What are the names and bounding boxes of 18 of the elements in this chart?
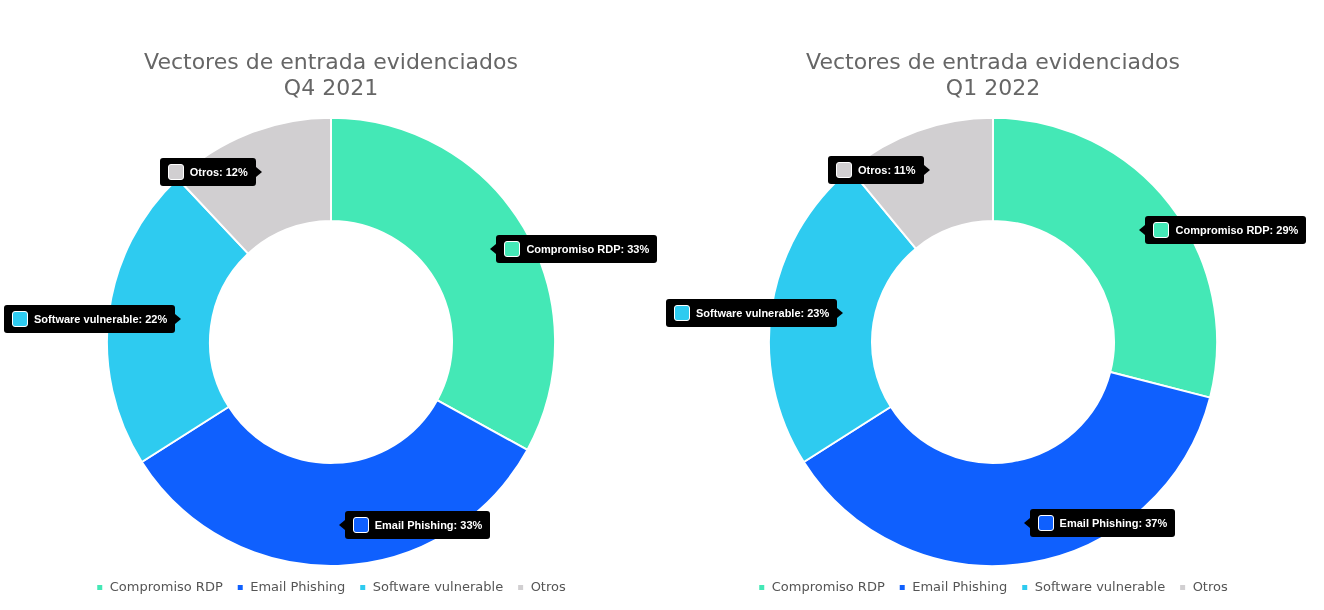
- data-label: Compromiso RDP: 33%: [526, 242, 650, 255]
- data-label: Otros: 12%: [189, 165, 248, 178]
- legend-label: Email Phishing: [250, 578, 346, 594]
- legend-label: Software vulnerable: [1034, 578, 1166, 594]
- data-label: Otros: 11%: [858, 163, 916, 176]
- data-label: Email Phishing: 37%: [1059, 516, 1168, 529]
- data-label: Compromiso RDP: 29%: [1175, 223, 1299, 236]
- legend-label: Compromiso RDP: [109, 578, 223, 594]
- legend-label: Otros: [1192, 578, 1228, 594]
- chart-title: Vectores de entrada evidenciados Q4 2021: [144, 48, 518, 101]
- data-label: Software vulnerable: 22%: [34, 312, 168, 325]
- chart-title: Vectores de entrada evidenciados Q1 2022: [806, 48, 1180, 101]
- legend-label: Compromiso RDP: [771, 578, 885, 594]
- legend-label: Email Phishing: [912, 578, 1008, 594]
- data-label: Email Phishing: 33%: [374, 518, 483, 531]
- legend-label: Software vulnerable: [372, 578, 504, 594]
- data-label: Software vulnerable: 23%: [696, 307, 830, 320]
- legend-label: Otros: [530, 578, 566, 594]
